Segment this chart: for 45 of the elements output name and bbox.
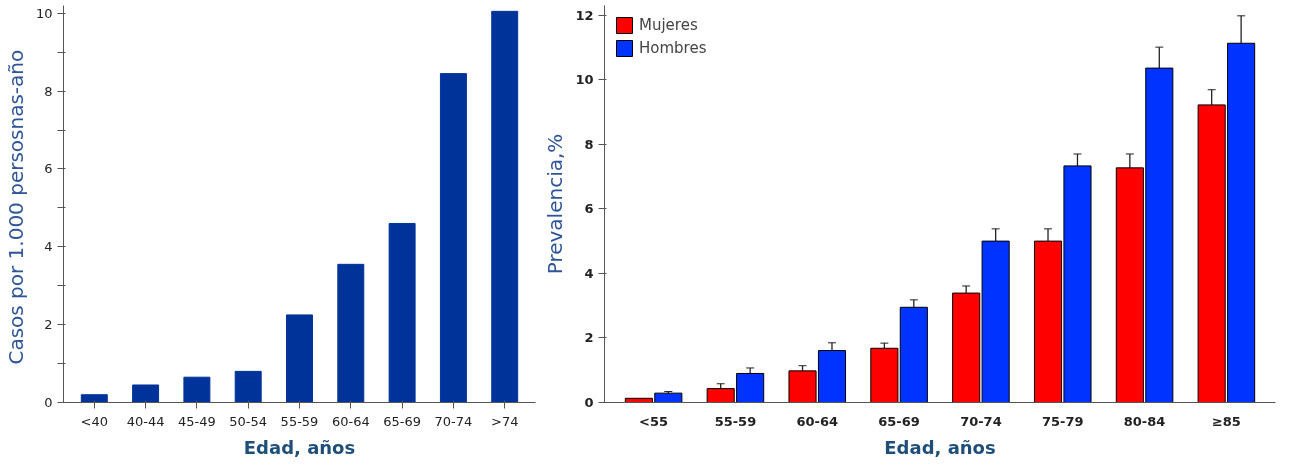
x-tick-label: 60-64	[796, 413, 839, 429]
bar	[491, 10, 519, 403]
x-tick-label: >74	[491, 413, 519, 429]
x-tick-label: 55-59	[714, 413, 757, 429]
bar	[439, 73, 467, 403]
bar	[132, 384, 160, 403]
bar	[388, 222, 416, 403]
y-tick-label: 12	[575, 7, 594, 23]
x-axis-title: Edad, años	[243, 436, 356, 458]
bar	[80, 394, 108, 403]
bar	[337, 263, 365, 403]
x-tick-label: 75-79	[1041, 413, 1084, 429]
legend-label: Hombres	[639, 39, 707, 57]
y-tick-label: 10	[575, 72, 594, 88]
y-tick-label: 4	[44, 239, 53, 255]
y-tick-label: 6	[44, 161, 53, 177]
x-tick-label: 60-64	[331, 413, 370, 429]
x-tick-label: 80-84	[1123, 413, 1166, 429]
legend-label: Mujeres	[639, 16, 698, 34]
y-tick-label: 6	[584, 201, 594, 217]
x-tick-label: 65-69	[878, 413, 920, 429]
x-tick-label: <40	[80, 413, 108, 429]
x-tick-label: 70-74	[960, 413, 1002, 429]
x-axis-title: Edad, años	[884, 436, 996, 458]
x-tick-label: 40-44	[126, 413, 165, 429]
x-tick-label: 55-59	[280, 413, 319, 429]
x-tick-label: 70-74	[434, 413, 473, 429]
bar	[183, 376, 211, 403]
bar	[234, 370, 262, 403]
y-axis-title: Casos por 1.000 persosnas-año	[3, 49, 28, 365]
y-axis-title: Prevalencia,%	[543, 133, 568, 275]
x-tick-label: 50-54	[229, 413, 268, 429]
y-tick-label: 8	[584, 136, 594, 152]
y-tick-label: 8	[44, 83, 53, 99]
y-tick-label: 0	[44, 395, 53, 410]
y-tick-label: 2	[44, 317, 53, 333]
y-tick-label: 4	[584, 265, 594, 281]
y-tick-label: 10	[35, 5, 53, 21]
x-tick-label: 65-69	[383, 413, 421, 429]
x-tick-label: 45-49	[178, 413, 216, 429]
x-tick-label: <55	[639, 413, 669, 429]
y-tick-label: 0	[584, 395, 594, 410]
y-tick-label: 2	[584, 330, 594, 346]
x-tick-label: ≥85	[1211, 413, 1241, 429]
bar	[286, 314, 313, 403]
